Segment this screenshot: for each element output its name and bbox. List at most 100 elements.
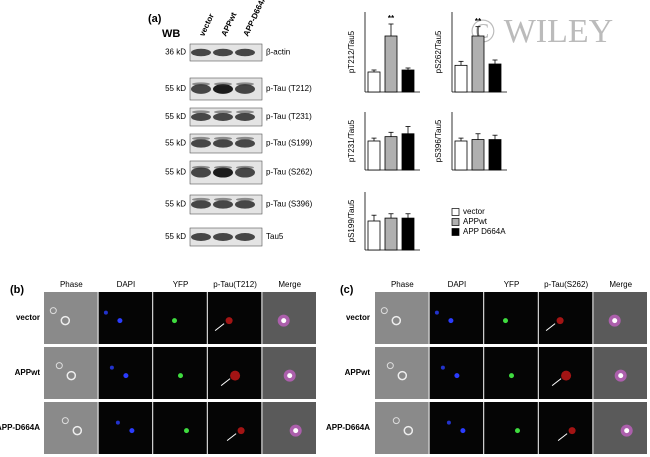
yfp <box>184 428 189 434</box>
bar <box>384 217 398 251</box>
micrograph <box>153 402 207 454</box>
band <box>213 84 233 94</box>
legend-label: vector <box>463 207 485 216</box>
marker-label: 55 kD <box>165 232 186 241</box>
legend-label: APP D664A <box>463 227 506 236</box>
wb-label: WB <box>162 28 180 40</box>
lane-label: APPwt <box>220 11 239 38</box>
micrograph <box>98 347 153 399</box>
column-header: Merge <box>609 280 632 289</box>
band <box>191 233 211 241</box>
micrograph <box>262 402 316 454</box>
band <box>236 197 254 202</box>
bar <box>488 63 502 93</box>
micrograph <box>484 402 538 454</box>
yfp <box>503 318 508 324</box>
bar <box>401 133 415 171</box>
cell <box>55 362 63 370</box>
cell <box>391 315 402 326</box>
watermark: © WILEY <box>470 13 613 50</box>
arrow <box>545 323 556 331</box>
micrograph <box>98 292 153 344</box>
row-label: APPwt <box>345 368 371 377</box>
column-header: Phase <box>391 280 414 289</box>
y-axis-label: pT231/Tau5 <box>347 119 356 162</box>
band <box>192 197 210 202</box>
arrow <box>214 323 225 331</box>
nucleus <box>454 373 460 379</box>
row-label: vector <box>346 313 370 322</box>
marker-label: 36 kD <box>165 48 186 57</box>
band <box>191 84 211 94</box>
arrow <box>220 378 231 386</box>
merge <box>293 428 299 434</box>
band <box>235 139 255 148</box>
micrograph <box>98 402 153 454</box>
row-label: APPwt <box>15 368 41 377</box>
nucleus <box>123 373 129 379</box>
marker-label: 55 kD <box>165 112 186 121</box>
significance: ** <box>388 14 395 23</box>
y-axis-label: pS262/Tau5 <box>434 30 443 73</box>
micrograph <box>207 292 262 344</box>
arrow <box>557 433 568 441</box>
blot-label: β-actin <box>266 48 290 57</box>
column-header: Phase <box>60 280 83 289</box>
micrograph <box>44 347 98 399</box>
ptau <box>568 427 576 435</box>
ptau <box>230 370 241 381</box>
micrograph <box>538 292 593 344</box>
band <box>191 139 211 148</box>
band <box>236 82 254 86</box>
row-label: vector <box>16 313 40 322</box>
blot-label: p-Tau (T231) <box>266 112 312 121</box>
merge <box>618 373 624 379</box>
band <box>191 200 211 209</box>
band <box>213 48 233 57</box>
band <box>213 233 233 241</box>
bar <box>384 136 398 171</box>
micrograph <box>429 292 484 344</box>
merge <box>287 373 293 379</box>
band <box>192 136 210 141</box>
bar <box>367 71 381 93</box>
blot-label: p-Tau (S199) <box>266 139 313 148</box>
ptau <box>561 370 572 381</box>
row-label: APP-D664A <box>326 423 370 432</box>
yfp <box>178 373 183 379</box>
significance: ** <box>475 17 482 26</box>
marker-label: 55 kD <box>165 84 186 93</box>
legend-swatch <box>451 208 460 216</box>
panel-label: (c) <box>340 284 354 296</box>
micrograph <box>593 402 647 454</box>
column-header: p-Tau(S262) <box>544 280 588 289</box>
merge <box>624 428 630 434</box>
lane-label: vector <box>198 12 216 38</box>
column-header: DAPI <box>117 280 136 289</box>
nucleus <box>448 318 454 324</box>
micrograph <box>375 347 429 399</box>
nucleus <box>103 310 108 315</box>
merge <box>281 318 287 324</box>
cell <box>386 362 394 370</box>
bar <box>471 139 485 171</box>
nucleus <box>440 365 445 370</box>
bar <box>401 69 415 93</box>
legend-swatch <box>451 228 460 236</box>
band <box>214 197 232 202</box>
arrow <box>551 378 562 386</box>
blot-label: p-Tau (S396) <box>266 200 313 209</box>
cell <box>49 307 57 315</box>
micrograph <box>375 292 429 344</box>
band <box>213 139 233 148</box>
cell <box>392 417 400 425</box>
ptau <box>225 317 233 325</box>
bar <box>367 140 381 171</box>
legend-swatch <box>451 218 460 226</box>
cell <box>66 370 77 381</box>
micrograph <box>44 292 98 344</box>
band <box>235 200 255 209</box>
band <box>235 84 255 94</box>
bar <box>471 35 485 93</box>
